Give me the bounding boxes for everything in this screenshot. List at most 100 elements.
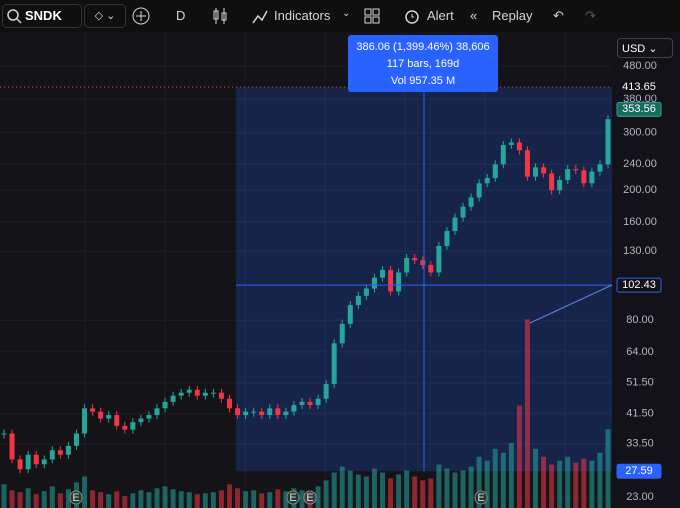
volume-bar — [25, 488, 31, 508]
volume-bar — [396, 474, 402, 508]
y-tick-label: 240.00 — [623, 158, 657, 170]
candle — [235, 408, 241, 416]
candle — [122, 425, 128, 430]
candle — [347, 305, 353, 324]
earnings-badge — [474, 490, 488, 505]
candle — [460, 206, 466, 218]
volume-bar — [323, 480, 329, 508]
y-tick-label: 200.00 — [623, 184, 657, 196]
volume-bar — [331, 472, 337, 508]
volume-bar — [557, 460, 563, 508]
candle — [106, 415, 112, 419]
volume-bar — [508, 442, 514, 508]
earnings-marker: E — [306, 492, 313, 504]
measure-change: 386.06 (1,399.46%) 38,606 — [356, 41, 490, 53]
volume-bar — [355, 474, 361, 508]
volume-bar — [347, 470, 353, 508]
measure-tooltip: 386.06 (1,399.46%) 38,606 117 bars, 169d… — [348, 35, 498, 92]
add-symbol[interactable] — [131, 6, 151, 26]
volume-bar — [49, 486, 55, 508]
volume-bar — [1, 484, 7, 508]
volume-bar — [524, 319, 530, 508]
volume-bar — [565, 456, 571, 508]
volume-bar — [476, 456, 482, 508]
alert-icon — [405, 10, 419, 24]
redo[interactable]: ↷ — [585, 8, 596, 23]
candle — [331, 343, 337, 385]
chart-type[interactable] — [212, 6, 228, 26]
volume-bar — [33, 494, 39, 508]
candle — [98, 411, 104, 419]
candle — [508, 142, 514, 145]
replay[interactable]: Replay — [492, 8, 533, 23]
symbol: SNDK — [25, 8, 62, 23]
price-tag: 102.43 — [622, 279, 656, 291]
candle — [524, 150, 530, 177]
candle — [412, 258, 418, 261]
currency: USD — [622, 43, 646, 55]
volume-bar — [194, 494, 200, 508]
volume-bar — [589, 460, 595, 508]
price-tag: 27.59 — [625, 465, 653, 477]
volume-bar — [41, 491, 47, 508]
candle — [516, 142, 522, 151]
layouts[interactable] — [364, 8, 380, 24]
candle — [259, 411, 265, 416]
candle — [380, 269, 386, 278]
candle — [283, 411, 289, 416]
symbol-search[interactable]: SNDK — [2, 4, 82, 28]
volume-bar — [436, 464, 442, 508]
volume-bar — [444, 468, 450, 508]
candle — [404, 258, 410, 273]
candle — [65, 445, 71, 455]
measure-volume: Vol 957.35 M — [390, 75, 456, 87]
currency-select[interactable]: USD ⌄ — [617, 38, 673, 58]
y-tick-label: 480.00 — [623, 60, 657, 72]
volume-bar — [218, 490, 224, 508]
undo[interactable]: ↶ — [553, 8, 564, 23]
volume-bar — [468, 466, 474, 508]
candle — [557, 179, 563, 191]
candle — [194, 389, 200, 396]
alert[interactable]: Alert — [427, 8, 454, 23]
candle — [9, 433, 15, 460]
volume-bar — [388, 478, 394, 508]
y-tick-label: 64.00 — [626, 346, 654, 358]
volume-bar — [597, 452, 603, 508]
candle — [138, 418, 144, 423]
candle — [33, 454, 39, 465]
volume-bar — [492, 448, 498, 508]
symbol-type[interactable]: ◇ ⌄ — [84, 4, 126, 28]
volume-bar — [371, 468, 377, 508]
candle — [243, 411, 249, 416]
candle — [251, 411, 257, 413]
candle — [428, 265, 434, 273]
volume-bar — [178, 491, 184, 508]
earnings-marker: E — [289, 492, 296, 504]
candle — [371, 277, 377, 289]
volume-bar — [138, 490, 144, 508]
plot-bg — [0, 32, 612, 508]
candle — [186, 389, 192, 393]
candle — [436, 245, 442, 273]
candle — [452, 217, 458, 232]
volume-bar — [428, 478, 434, 508]
indicators[interactable]: Indicators — [274, 8, 331, 23]
volume-bar — [243, 491, 249, 508]
candle — [90, 408, 96, 412]
volume-bar — [315, 486, 321, 508]
earnings-badge — [303, 490, 317, 505]
interval[interactable]: D — [176, 8, 186, 23]
volume-bar — [162, 486, 168, 508]
volume-bar — [98, 492, 104, 508]
price-tag-bg — [616, 79, 662, 95]
candle — [25, 454, 31, 470]
indicators-menu[interactable]: ⌄ — [342, 8, 351, 19]
candle — [146, 415, 152, 419]
volume-bar — [82, 476, 88, 508]
search-icon — [7, 9, 22, 24]
candle — [484, 177, 490, 184]
volume-bar — [484, 460, 490, 508]
volume-bar — [605, 429, 611, 508]
